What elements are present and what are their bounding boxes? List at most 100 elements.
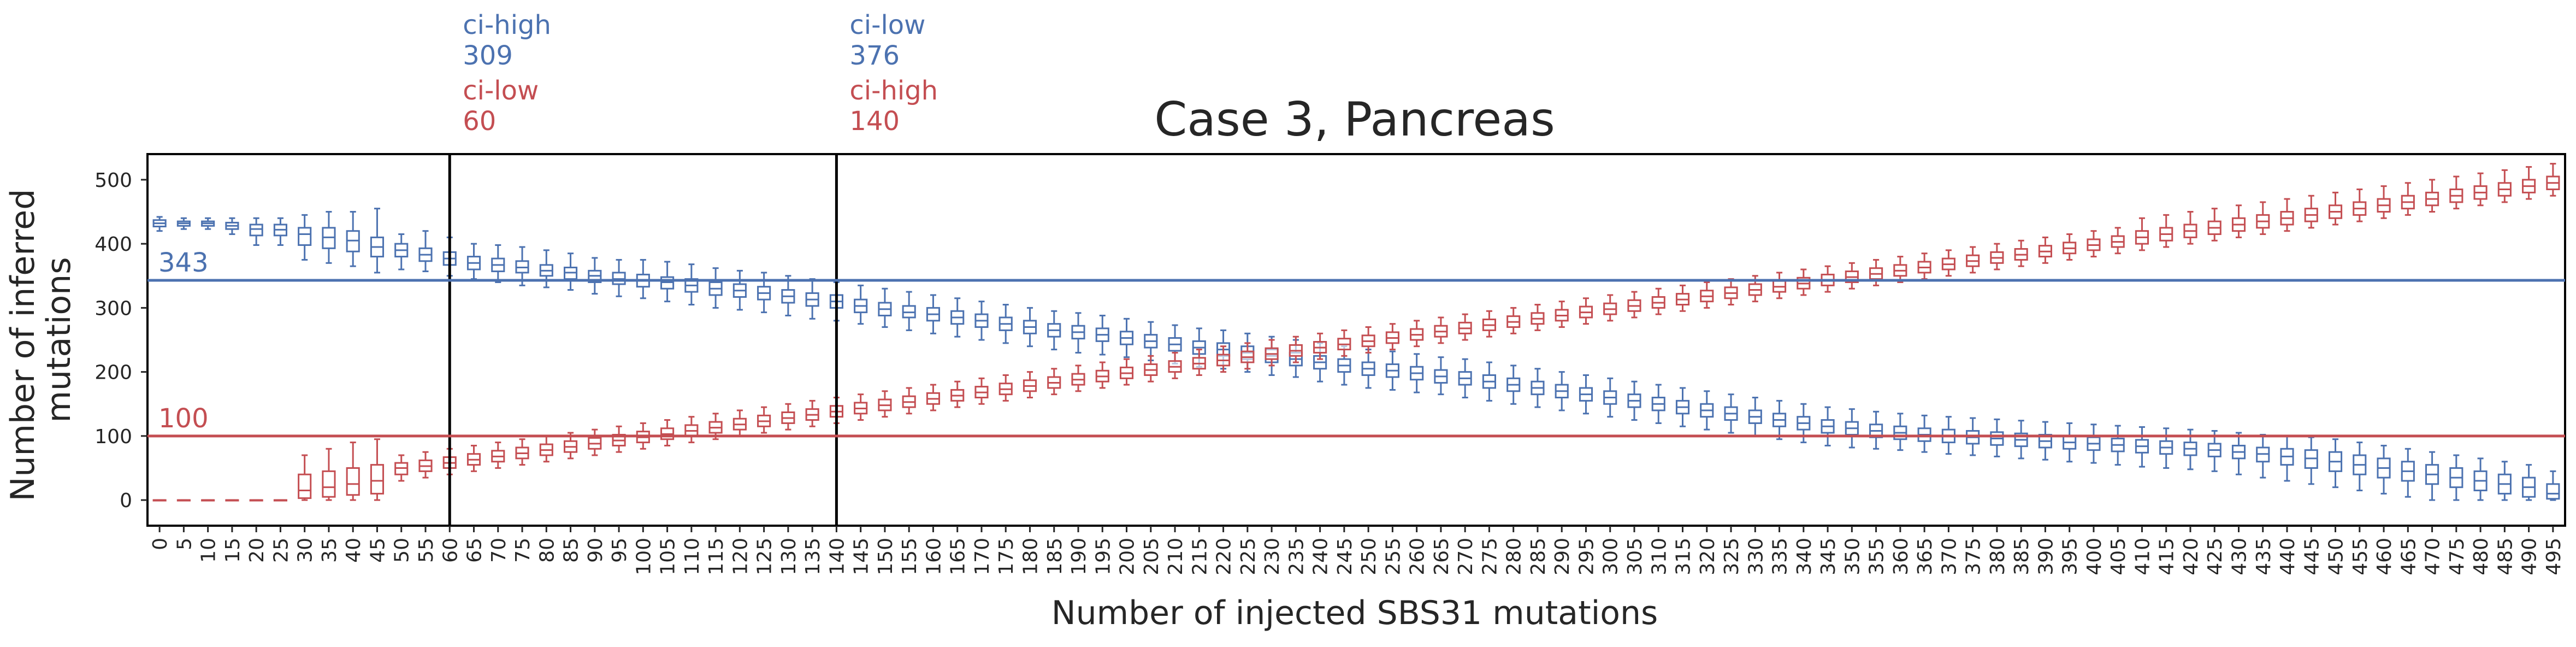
box bbox=[1797, 403, 1811, 444]
x-tick-label: 100 bbox=[633, 538, 655, 575]
box bbox=[2135, 426, 2149, 468]
box bbox=[732, 269, 747, 311]
box bbox=[757, 272, 771, 314]
box bbox=[346, 442, 360, 501]
box bbox=[1772, 399, 1787, 440]
x-tick-label: 470 bbox=[2422, 538, 2444, 575]
box bbox=[2256, 434, 2270, 479]
box bbox=[2425, 451, 2439, 501]
x-tick-label: 235 bbox=[1285, 538, 1308, 575]
box bbox=[1941, 249, 1955, 277]
x-tick-label: 160 bbox=[923, 538, 945, 575]
x-tick-label: 20 bbox=[246, 538, 268, 563]
box bbox=[1023, 307, 1037, 348]
y-tick-label: 500 bbox=[94, 169, 132, 192]
x-tick-label: 390 bbox=[2035, 538, 2057, 575]
y-tick-label: 200 bbox=[94, 362, 132, 384]
box bbox=[926, 294, 941, 334]
box bbox=[1917, 414, 1931, 453]
box bbox=[1869, 410, 1883, 450]
x-tick-label: 290 bbox=[1551, 538, 1574, 575]
box bbox=[201, 217, 215, 230]
box bbox=[1603, 294, 1617, 322]
box bbox=[950, 297, 965, 338]
box bbox=[1216, 345, 1231, 373]
box bbox=[1821, 406, 1835, 446]
box bbox=[805, 399, 819, 427]
box bbox=[2087, 230, 2101, 258]
box bbox=[902, 387, 916, 415]
box bbox=[1385, 323, 1399, 351]
x-tick-label: 150 bbox=[875, 538, 897, 575]
x-tick-label: 125 bbox=[754, 538, 776, 575]
x-tick-label: 255 bbox=[1382, 538, 1404, 575]
box bbox=[1797, 268, 1811, 296]
box bbox=[2111, 425, 2125, 466]
x-tick-label: 305 bbox=[1624, 538, 1646, 575]
x-tick-label: 385 bbox=[2011, 538, 2033, 575]
box bbox=[2014, 239, 2028, 267]
x-tick-label: 55 bbox=[415, 538, 438, 563]
box bbox=[2497, 461, 2512, 501]
x-tick-label: 350 bbox=[1841, 538, 1864, 575]
box bbox=[878, 390, 892, 418]
box-body bbox=[370, 464, 385, 495]
x-tick-label: 205 bbox=[1141, 538, 1163, 575]
box bbox=[2087, 424, 2101, 464]
box bbox=[1168, 351, 1182, 379]
box bbox=[539, 249, 553, 289]
x-tick-label: 495 bbox=[2543, 538, 2565, 575]
x-tick-label: 215 bbox=[1189, 538, 1211, 575]
vline-annotation-value: 60 bbox=[463, 106, 496, 137]
box bbox=[249, 499, 263, 502]
x-tick-label: 180 bbox=[1019, 538, 1042, 575]
hline-label: 343 bbox=[158, 248, 209, 278]
box bbox=[854, 393, 868, 421]
box bbox=[1990, 418, 2004, 457]
box bbox=[2280, 198, 2294, 232]
box bbox=[2159, 427, 2173, 469]
box bbox=[854, 284, 868, 325]
x-tick-label: 5 bbox=[173, 538, 196, 550]
box bbox=[2353, 442, 2367, 492]
x-tick-label: 320 bbox=[1697, 538, 1719, 575]
box bbox=[2401, 448, 2415, 498]
box bbox=[2207, 208, 2221, 242]
x-tick-label: 45 bbox=[367, 538, 389, 563]
x-tick-label: 80 bbox=[536, 538, 558, 563]
box bbox=[2183, 428, 2197, 470]
box bbox=[2546, 470, 2560, 501]
x-tick-label: 275 bbox=[1479, 538, 1501, 575]
box bbox=[2328, 191, 2343, 226]
x-tick-label: 400 bbox=[2083, 538, 2106, 575]
x-tick-label: 210 bbox=[1165, 538, 1187, 575]
box-series bbox=[152, 163, 2560, 502]
x-tick-label: 130 bbox=[778, 538, 800, 575]
box bbox=[2473, 172, 2488, 207]
box bbox=[1531, 304, 1545, 331]
x-tick-label: 35 bbox=[318, 538, 341, 563]
x-ticks: 0 5 10 15 20 25 30 35 40 45 50 55 60 65 70 75 80 85 90 95 10… bbox=[149, 526, 2565, 575]
box bbox=[370, 208, 385, 274]
box bbox=[1144, 355, 1158, 383]
box bbox=[1506, 307, 1521, 334]
box bbox=[1869, 258, 1883, 286]
box bbox=[1506, 364, 1521, 405]
box bbox=[1579, 297, 1593, 325]
chart-title: Case 3, Pancreas bbox=[1154, 92, 1555, 147]
box bbox=[418, 230, 433, 273]
box bbox=[322, 211, 336, 264]
box bbox=[1700, 281, 1714, 309]
x-tick-label: 25 bbox=[270, 538, 292, 563]
box bbox=[2449, 454, 2463, 501]
box bbox=[2304, 195, 2318, 229]
box bbox=[1071, 312, 1085, 354]
box bbox=[878, 287, 892, 328]
x-tick-label: 425 bbox=[2204, 538, 2226, 575]
box bbox=[781, 275, 795, 316]
box bbox=[1095, 314, 1109, 356]
box bbox=[225, 499, 239, 502]
box bbox=[2449, 175, 2463, 210]
x-tick-label: 245 bbox=[1334, 538, 1356, 575]
box bbox=[1893, 256, 1907, 283]
